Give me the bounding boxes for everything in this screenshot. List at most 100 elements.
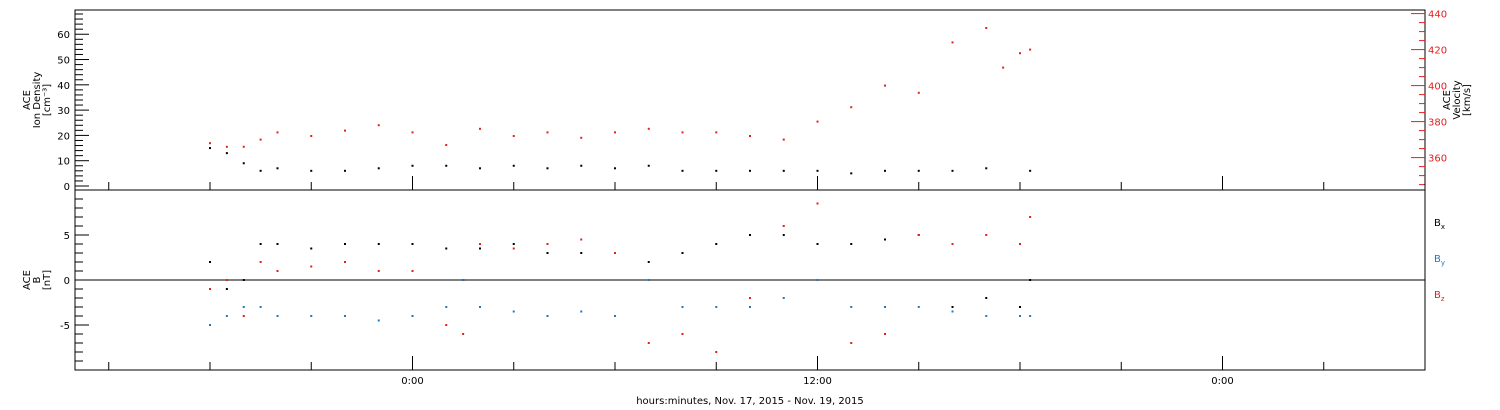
data-point (917, 306, 920, 308)
data-point (276, 167, 279, 170)
bottom-left-title-line2: B (32, 276, 43, 283)
x-tick-label: 0:00 (401, 376, 423, 387)
data-point (1029, 279, 1032, 281)
data-point (310, 247, 313, 250)
data-point (1019, 315, 1021, 317)
data-point (681, 131, 684, 134)
top-right-axis-title: ACE Velocity [km/s] (1442, 80, 1473, 119)
data-point (411, 243, 414, 245)
bottom-left-title-line3: [nT] (42, 270, 53, 290)
x-tick-label: 0:00 (1211, 376, 1233, 387)
data-point (580, 310, 583, 313)
data-point (749, 169, 751, 172)
data-point (782, 138, 785, 141)
data-point (546, 315, 549, 317)
data-point (715, 169, 718, 172)
bottom-left-ticks: -5 0 5 (60, 198, 89, 362)
data-point (1019, 306, 1021, 308)
data-point (259, 138, 262, 141)
data-point (782, 234, 785, 236)
data-point (749, 234, 751, 236)
data-point (917, 234, 920, 236)
data-point (614, 252, 616, 254)
data-point (816, 120, 819, 123)
top-ion-density-series (209, 147, 1032, 175)
data-point (512, 247, 515, 250)
data-point (985, 167, 988, 170)
top-left-tick-label: 50 (57, 56, 70, 67)
data-point (546, 252, 549, 254)
data-point (512, 243, 515, 245)
data-point (377, 167, 380, 170)
data-point (580, 238, 583, 241)
top-left-title-line2: Ion Density (32, 72, 43, 129)
top-left-tick-label: 0 (64, 182, 70, 193)
data-point (259, 243, 262, 245)
data-point (580, 136, 583, 139)
data-point (276, 315, 279, 317)
data-point (445, 306, 448, 308)
data-point (816, 169, 819, 172)
data-point (850, 243, 853, 245)
data-point (259, 306, 262, 308)
data-point (681, 169, 684, 172)
top-left-ticks: 0 10 20 30 40 50 60 (57, 13, 89, 193)
data-point (276, 243, 279, 245)
data-point (647, 261, 650, 263)
top-velocity-series (209, 27, 1032, 148)
data-point (782, 169, 785, 172)
data-point (344, 315, 346, 317)
top-right-title-line1: ACE (1442, 90, 1453, 110)
x-tick-label: 12:00 (803, 376, 832, 387)
legend-by: By (1434, 254, 1445, 267)
data-point (647, 279, 650, 281)
data-point (850, 106, 853, 109)
bottom-left-tick-label: -5 (60, 321, 70, 332)
top-left-tick-label: 10 (57, 157, 70, 168)
data-point (614, 131, 616, 134)
data-point (1029, 216, 1032, 218)
data-point (816, 243, 819, 245)
data-point (411, 164, 414, 167)
data-point (715, 351, 718, 353)
top-left-title-line1: ACE (22, 90, 33, 110)
data-point (782, 225, 785, 227)
data-point (225, 152, 228, 155)
data-point (850, 306, 853, 308)
data-point (242, 145, 245, 148)
data-point (884, 333, 886, 335)
data-point (715, 243, 718, 245)
data-point (512, 310, 515, 313)
top-left-tick-label: 20 (57, 131, 70, 142)
data-point (647, 127, 650, 130)
data-point (242, 315, 245, 317)
data-point (884, 238, 886, 241)
data-point (344, 129, 346, 132)
data-point (951, 306, 954, 308)
data-point (479, 247, 481, 250)
data-point (242, 306, 245, 308)
data-point (411, 131, 414, 134)
data-point (344, 243, 346, 245)
bottom-left-tick-label: 5 (64, 231, 70, 242)
data-point (884, 84, 886, 87)
data-point (546, 131, 549, 134)
legend: Bx By Bz (1434, 218, 1445, 303)
data-point (209, 324, 211, 326)
data-point (951, 169, 954, 172)
top-right-ticks: 360 380 400 420 440 (1411, 10, 1447, 186)
data-point (816, 202, 819, 205)
data-point (1029, 315, 1032, 317)
data-point (951, 310, 954, 313)
top-left-title-line3: [cm⁻³] (42, 84, 53, 116)
data-point (1002, 66, 1005, 69)
data-point (614, 315, 616, 317)
data-point (884, 169, 886, 172)
data-point (512, 135, 515, 137)
top-right-tick-label: 420 (1428, 46, 1447, 57)
data-point (259, 169, 262, 172)
data-point (917, 169, 920, 172)
data-point (479, 127, 481, 130)
data-point (445, 144, 448, 146)
data-point (985, 315, 988, 317)
